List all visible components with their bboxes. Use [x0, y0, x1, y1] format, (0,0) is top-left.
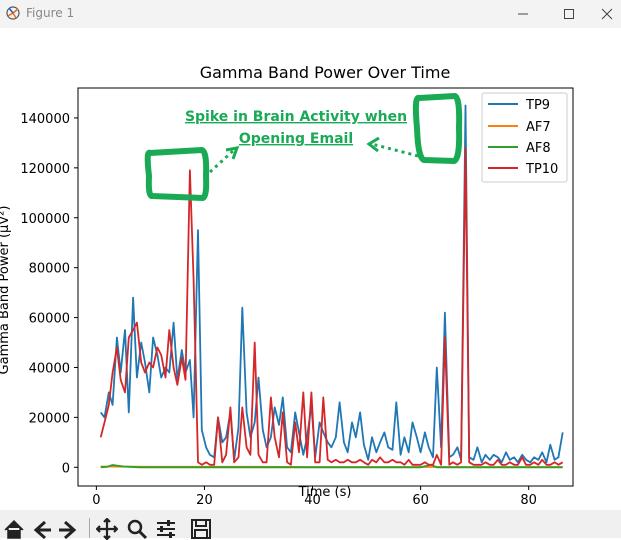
- legend-label-tp10: TP10: [525, 162, 558, 177]
- matplotlib-app-icon: [6, 6, 20, 20]
- close-icon[interactable]: [592, 0, 621, 28]
- highlight-box-left: [144, 147, 210, 201]
- navigation-toolbar: [0, 510, 621, 540]
- series-line-af8: [100, 463, 563, 469]
- maximize-icon[interactable]: [546, 0, 592, 28]
- x-tick-label-80: 80: [520, 493, 537, 508]
- annotation-line-2: Opening Email: [239, 131, 353, 147]
- highlight-box-right: [412, 93, 463, 164]
- legend-label-af7: AF7: [526, 120, 551, 135]
- chart-title: Gamma Band Power Over Time: [200, 63, 451, 82]
- configure-subplots-icon[interactable]: [155, 518, 177, 540]
- y-tick-label-140000: 140000: [20, 112, 70, 127]
- x-tick-label-60: 60: [412, 493, 429, 508]
- axes-frame: [77, 87, 574, 487]
- window-title-bar: Figure 1: [0, 0, 621, 28]
- series-line-tp10: [99, 147, 564, 466]
- y-tick-label-80000: 80000: [29, 262, 70, 277]
- chart: Gamma Band Power Over Time 0 20 40 60 80 0 200…: [0, 63, 574, 508]
- y-tick-label-0: 0: [62, 461, 70, 476]
- x-tick-label-20: 20: [196, 493, 213, 508]
- series-layer: [99, 104, 564, 469]
- ticks-layer: 0 20 40 60 80 0 20000 40000 60000 80000 100000 1200…: [20, 112, 537, 508]
- legend-label-tp9: TP9: [525, 98, 550, 113]
- legend: TP9 AF7 AF8 TP10: [481, 92, 568, 183]
- y-tick-label-20000: 20000: [29, 411, 70, 426]
- y-tick-label-100000: 100000: [20, 212, 70, 227]
- home-icon[interactable]: [3, 518, 25, 540]
- forward-icon[interactable]: [57, 518, 79, 540]
- x-axis-label: Time (s): [298, 485, 352, 500]
- window-title: Figure 1: [26, 6, 75, 20]
- save-icon[interactable]: [190, 518, 212, 540]
- annotation: Spike in Brain Activity when Opening Ema…: [144, 93, 463, 201]
- pan-icon[interactable]: [96, 518, 118, 540]
- annotation-line-1: Spike in Brain Activity when: [185, 109, 407, 125]
- y-tick-label-60000: 60000: [29, 312, 70, 327]
- toolbar-separator: [89, 518, 90, 538]
- x-tick-label-0: 0: [92, 493, 100, 508]
- zoom-icon[interactable]: [126, 518, 148, 540]
- y-axis-label: Gamma Band Power (µV²): [0, 206, 12, 375]
- x-tick-label-40: 40: [304, 493, 321, 508]
- annotation-arrow-left-head: [225, 146, 240, 160]
- annotation-arrow-left: [208, 148, 236, 174]
- y-tick-label-120000: 120000: [20, 162, 70, 177]
- legend-box: [481, 92, 568, 183]
- back-icon[interactable]: [31, 518, 53, 540]
- minimize-icon[interactable]: [500, 0, 546, 28]
- annotation-arrow-right-head: [366, 136, 380, 153]
- annotation-arrow-right: [371, 142, 419, 158]
- y-tick-label-40000: 40000: [29, 361, 70, 376]
- legend-label-af8: AF8: [526, 141, 551, 156]
